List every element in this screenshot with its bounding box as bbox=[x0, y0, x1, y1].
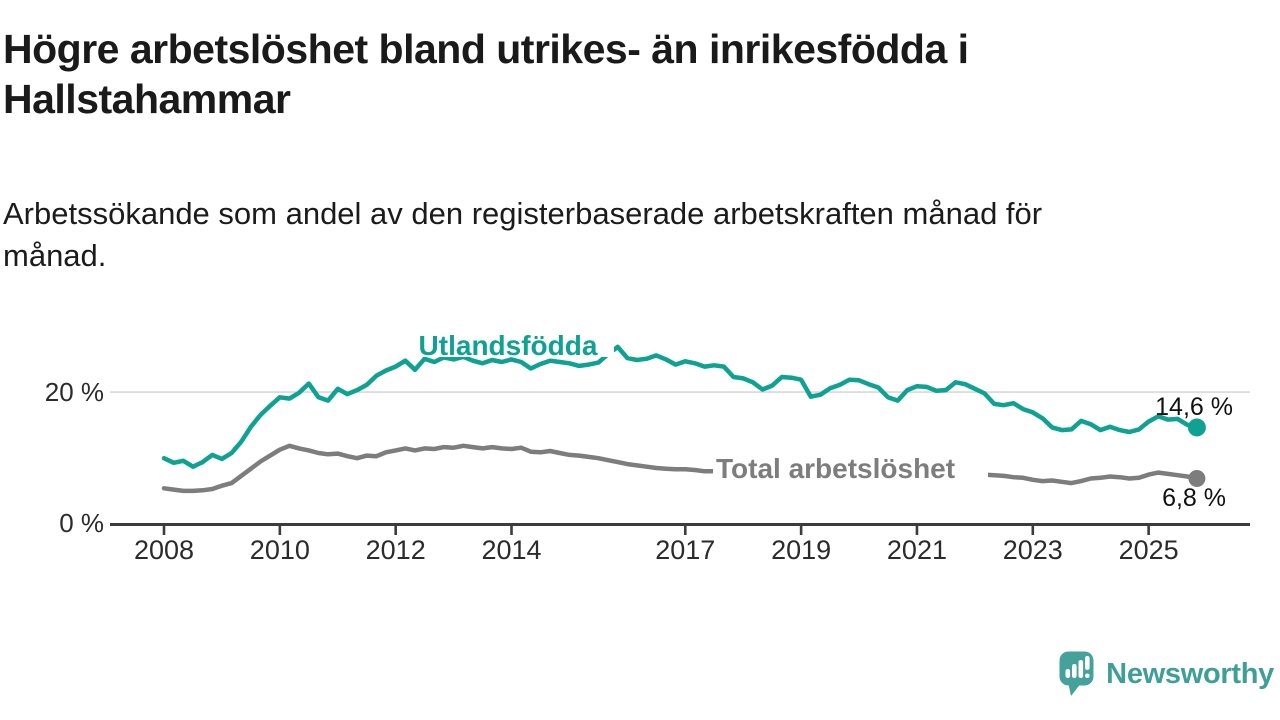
x-tick-label-2023: 2023 bbox=[1003, 535, 1063, 565]
x-tick-label-2008: 2008 bbox=[134, 535, 194, 565]
x-tick-label-2012: 2012 bbox=[366, 535, 426, 565]
x-tick-label-2014: 2014 bbox=[481, 535, 541, 565]
page-title: Högre arbetslöshet bland utrikes- än inr… bbox=[3, 26, 969, 123]
newsworthy-bubble-icon bbox=[1059, 651, 1094, 696]
page-subtitle: Arbetssökande som andel av den registerb… bbox=[3, 196, 1043, 274]
newsworthy-logo: Newsworthy bbox=[1058, 648, 1274, 700]
line-chart: 2008 2010 2012 2014 2017 2019 2021 2023 2025 0 % 2… bbox=[45, 327, 1250, 565]
x-tick-label-2019: 2019 bbox=[771, 535, 831, 565]
label-mask-total bbox=[713, 450, 988, 494]
newsworthy-wordmark: Newsworthy bbox=[1106, 657, 1274, 690]
foreign-born-end-dot bbox=[1187, 418, 1206, 437]
x-tick-label-2021: 2021 bbox=[887, 535, 947, 565]
total-unemployment-line bbox=[161, 443, 1200, 494]
x-tick-label-2010: 2010 bbox=[250, 535, 310, 565]
y-tick-label-20: 20 % bbox=[45, 377, 104, 407]
foreign-born-line bbox=[161, 344, 1200, 469]
foreign-born-label: Utlandsfödda bbox=[419, 330, 598, 361]
x-tick-label-2017: 2017 bbox=[655, 535, 715, 565]
foreign-born-end-value: 14,6 % bbox=[1155, 393, 1233, 421]
total-end-dot bbox=[1188, 469, 1206, 487]
y-tick-label-0: 0 % bbox=[59, 508, 104, 538]
label-mask-foreign bbox=[403, 327, 614, 357]
x-tick-label-2025: 2025 bbox=[1119, 535, 1179, 565]
total-unemployment-label: Total arbetslöshet bbox=[716, 453, 955, 484]
total-end-value: 6,8 % bbox=[1162, 484, 1226, 512]
